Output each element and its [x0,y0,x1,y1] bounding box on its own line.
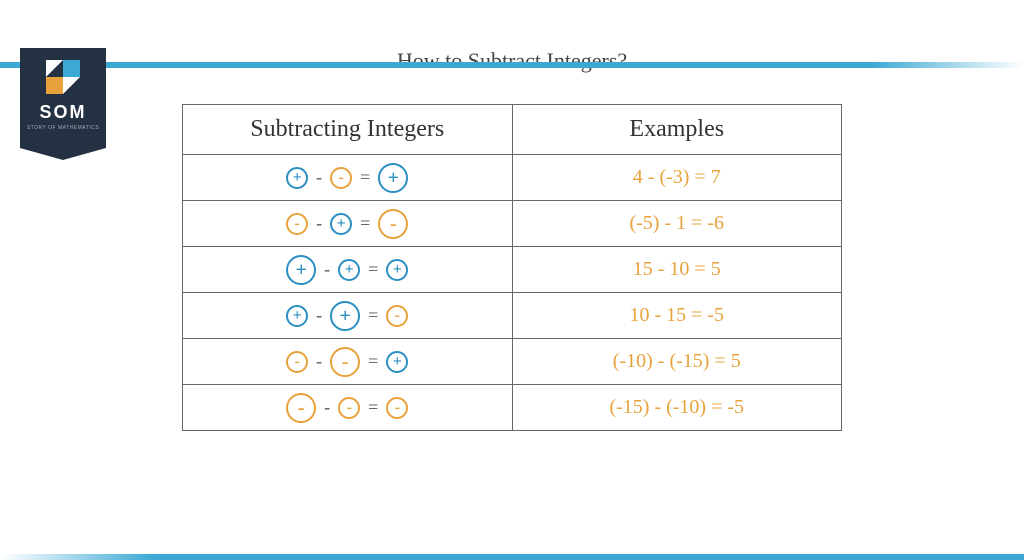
brand-logo-icon [46,60,80,94]
sign-circle-plus: + [386,351,408,373]
sign-circle-plus: + [330,213,352,235]
table-header-row: Subtracting Integers Examples [183,105,842,155]
sign-circle-minus: - [286,213,308,235]
integer-subtraction-table: Subtracting Integers Examples +--=+4 - (… [182,104,842,431]
sign-circle-minus: - [386,305,408,327]
sign-circle-minus: - [286,351,308,373]
rule-expression: +-+=+ [187,255,508,285]
rule-cell: --+=- [183,201,513,247]
operator: = [368,305,378,326]
header-rule: Subtracting Integers [183,105,513,155]
operator: - [316,305,322,326]
bottom-accent-bar [0,554,1024,560]
example-text: (-10) - (-15) = 5 [613,350,741,372]
rule-cell: ---=+ [183,339,513,385]
top-accent-bar [0,62,1024,68]
brand-name: SOM [39,102,86,123]
operator: = [368,259,378,280]
table-row: +-+=+15 - 10 = 5 [183,247,842,293]
table-row: +--=+4 - (-3) = 7 [183,155,842,201]
sign-circle-plus: + [386,259,408,281]
rule-cell: +-+=- [183,293,513,339]
operator: = [360,213,370,234]
sign-circle-minus: - [330,347,360,377]
page-title: How to Subtract Integers? [0,48,1024,74]
operator: - [316,213,322,234]
operator: - [324,397,330,418]
operator: - [324,259,330,280]
rule-expression: +--=+ [187,163,508,193]
header-example: Examples [512,105,842,155]
example-text: 15 - 10 = 5 [633,258,721,280]
table-row: ---=-(-15) - (-10) = -5 [183,385,842,431]
sign-circle-minus: - [378,209,408,239]
example-cell: 10 - 15 = -5 [512,293,842,339]
sign-circle-plus: + [378,163,408,193]
sign-circle-minus: - [286,393,316,423]
table-row: --+=-(-5) - 1 = -6 [183,201,842,247]
table-row: ---=+(-10) - (-15) = 5 [183,339,842,385]
example-cell: 4 - (-3) = 7 [512,155,842,201]
sign-circle-plus: + [286,305,308,327]
example-cell: (-10) - (-15) = 5 [512,339,842,385]
rule-expression: ---=- [187,393,508,423]
operator: = [368,397,378,418]
rule-expression: --+=- [187,209,508,239]
example-cell: (-15) - (-10) = -5 [512,385,842,431]
example-cell: 15 - 10 = 5 [512,247,842,293]
brand-badge: SOM STORY OF MATHEMATICS [20,48,106,148]
sign-circle-plus: + [286,255,316,285]
sign-circle-minus: - [330,167,352,189]
example-text: (-5) - 1 = -6 [629,212,724,234]
operator: - [316,351,322,372]
operator: = [368,351,378,372]
example-text: (-15) - (-10) = -5 [609,396,744,418]
sign-circle-minus: - [386,397,408,419]
operator: - [316,167,322,188]
rule-cell: +--=+ [183,155,513,201]
sign-circle-plus: + [338,259,360,281]
rule-expression: ---=+ [187,347,508,377]
sign-circle-plus: + [286,167,308,189]
sign-circle-minus: - [338,397,360,419]
brand-tagline: STORY OF MATHEMATICS [27,125,99,131]
example-text: 4 - (-3) = 7 [633,166,721,188]
example-cell: (-5) - 1 = -6 [512,201,842,247]
rule-cell: +-+=+ [183,247,513,293]
rule-expression: +-+=- [187,301,508,331]
table-container: Subtracting Integers Examples +--=+4 - (… [0,104,1024,431]
example-text: 10 - 15 = -5 [629,304,724,326]
rule-cell: ---=- [183,385,513,431]
operator: = [360,167,370,188]
table-row: +-+=-10 - 15 = -5 [183,293,842,339]
sign-circle-plus: + [330,301,360,331]
